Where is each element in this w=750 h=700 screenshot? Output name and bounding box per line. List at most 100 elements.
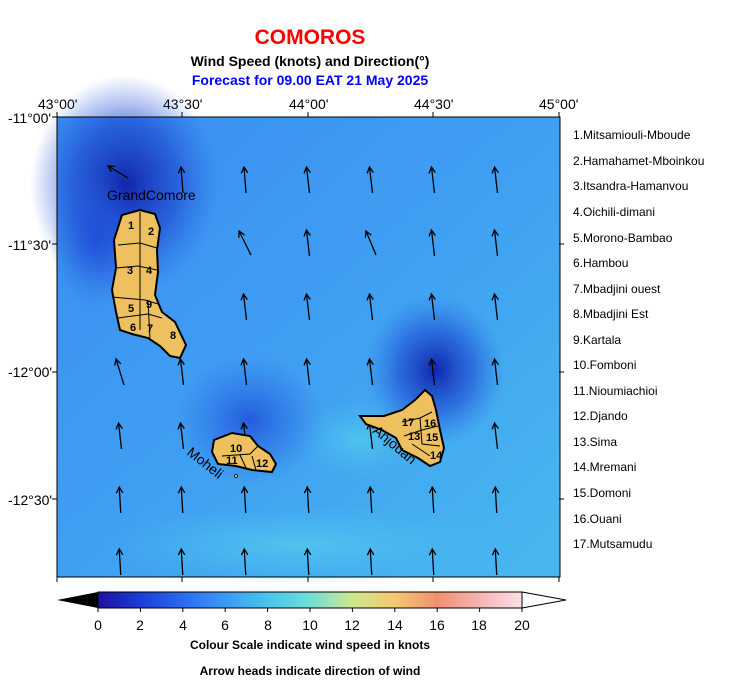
- wind-arrow: [491, 165, 499, 194]
- wind-arrow: [491, 421, 499, 450]
- lat-label-11-00: -11°00': [8, 110, 52, 126]
- region-num: 5: [128, 303, 134, 315]
- wind-arrow: [428, 547, 437, 576]
- wind-arrow: [366, 485, 375, 514]
- wind-arrow: [114, 357, 125, 386]
- region-legend-item: 9.Kartala: [573, 333, 622, 347]
- wind-arrow: [428, 228, 436, 257]
- wind-arrow: [240, 165, 249, 194]
- region-num: 1: [128, 220, 134, 232]
- wind-arrow: [238, 229, 252, 256]
- wind-arrow: [177, 165, 186, 194]
- colorbar-caption: Colour Scale indicate wind speed in knot…: [189, 638, 431, 652]
- colorbar-tick-label: 2: [136, 617, 144, 633]
- wind-arrow: [491, 357, 499, 386]
- region-num: 7: [147, 323, 153, 335]
- region-num: 15: [426, 432, 438, 444]
- wind-speed-field: [30, 75, 561, 585]
- map-title: COMOROS: [254, 26, 366, 49]
- lon-label-44-00: 44°00': [289, 96, 329, 112]
- wind-arrow: [240, 547, 249, 576]
- region-legend-item: 13.Sima: [573, 435, 618, 449]
- colorbar-tick-label: 16: [429, 617, 445, 633]
- arrow-caption: Arrow heads indicate direction of wind: [199, 664, 421, 678]
- region-num: 11: [226, 455, 238, 467]
- colorbar-tick-label: 10: [302, 617, 318, 633]
- wind-arrow: [115, 547, 124, 576]
- region-legend-item: 11.Nioumiachioi: [573, 384, 658, 398]
- wind-arrow: [303, 292, 311, 321]
- region-num: 3: [127, 265, 133, 277]
- region-legend-item: 12.Djando: [573, 409, 628, 423]
- wind-arrow: [491, 292, 499, 321]
- region-num: 8: [170, 330, 176, 342]
- region-legend-item: 5.Morono-Bambao: [573, 231, 673, 245]
- wind-arrow: [115, 421, 123, 450]
- colorbar: [57, 591, 567, 612]
- region-legend-item: 14.Mremani: [573, 460, 637, 474]
- wind-arrow: [366, 292, 374, 321]
- wind-arrow: [177, 421, 185, 450]
- lat-label-12-30: -12°30': [8, 492, 53, 508]
- wind-arrow: [428, 292, 436, 321]
- wind-arrow: [177, 547, 186, 576]
- wind-arrow: [240, 292, 248, 321]
- wind-arrow: [491, 228, 499, 257]
- wind-arrow: [428, 357, 436, 386]
- wind-arrow: [303, 165, 311, 194]
- anjouan-island: [358, 388, 446, 468]
- region-legend-item: 8.Mbadjini Est: [573, 307, 649, 321]
- wind-arrow: [240, 357, 248, 386]
- region-num: 2: [148, 226, 154, 238]
- lon-label-44-30: 44°30': [414, 96, 454, 112]
- region-num: 10: [230, 443, 242, 455]
- wind-arrow: [115, 485, 124, 514]
- wind-arrow: [364, 229, 377, 256]
- region-num: 14: [430, 450, 443, 462]
- wind-arrow: [491, 485, 500, 514]
- wind-arrow: [303, 357, 311, 386]
- grand-comore-label: GrandComore: [107, 187, 196, 203]
- map-subtitle: Wind Speed (knots) and Direction(°): [190, 53, 430, 69]
- colorbar-tick-label: 4: [179, 617, 187, 633]
- colorbar-tick-label: 0: [94, 617, 102, 633]
- region-legend-item: 16.Ouani: [573, 512, 622, 526]
- wind-arrow: [240, 485, 249, 514]
- wind-arrow: [366, 357, 374, 386]
- frame-ticks: [52, 112, 564, 582]
- forecast-time: Forecast for 09.00 EAT 21 May 2025: [191, 72, 429, 88]
- region-num: 9: [146, 299, 152, 311]
- colorbar-tick-label: 14: [387, 617, 403, 633]
- region-legend-item: 15.Domoni: [573, 486, 632, 500]
- region-legend-item: 4.Oichili-dimani: [573, 205, 656, 219]
- wind-arrow: [491, 547, 500, 576]
- wind-arrow: [366, 165, 374, 194]
- wind-arrow: [106, 165, 129, 179]
- region-num: 17: [402, 417, 414, 429]
- colorbar-tick-label: 6: [221, 617, 229, 633]
- moheli-island: [210, 431, 278, 478]
- region-legend-item: 3.Itsandra-Hamanvou: [573, 179, 689, 193]
- region-legend-item: 17.Mutsamudu: [573, 537, 653, 551]
- wind-arrow: [428, 165, 436, 194]
- region-legend-item: 1.Mitsamiouli-Mboude: [573, 128, 691, 142]
- region-legend-item: 6.Hambou: [573, 256, 629, 270]
- region-num: 13: [408, 431, 420, 443]
- wind-arrow: [303, 547, 312, 576]
- wind-arrow: [177, 485, 186, 514]
- lon-label-45-00: 45°00': [539, 96, 579, 112]
- region-legend-item: 7.Mbadjini ouest: [573, 282, 661, 296]
- colorbar-tick-label: 12: [344, 617, 360, 633]
- wind-arrow: [303, 228, 311, 257]
- grand-comore-island: [110, 208, 188, 360]
- wind-arrows: [106, 165, 500, 576]
- lat-label-12-00: -12°00': [8, 364, 53, 380]
- region-num: 4: [146, 265, 153, 277]
- region-num: 12: [256, 458, 268, 470]
- region-num: 6: [130, 322, 136, 334]
- region-legend-item: 10.Fomboni: [573, 358, 637, 372]
- wind-arrow: [303, 485, 312, 514]
- colorbar-tick-label: 20: [514, 617, 530, 633]
- region-num: 16: [424, 418, 436, 430]
